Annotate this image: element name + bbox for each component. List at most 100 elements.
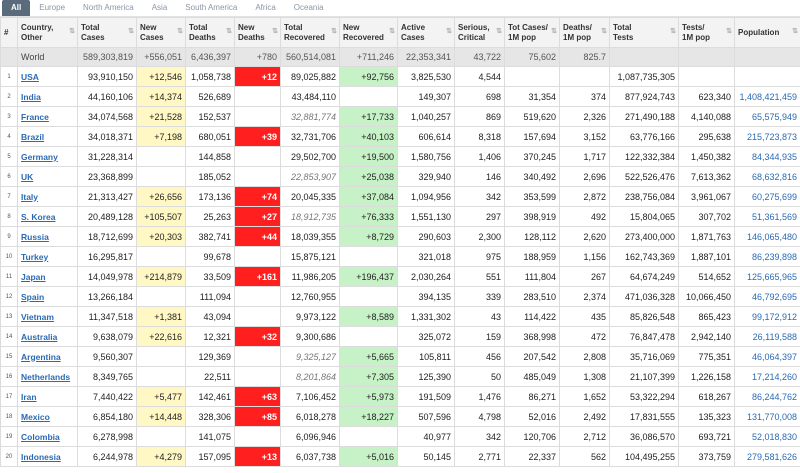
header-active-cases[interactable]: Active Cases ⇅ <box>397 17 455 48</box>
cell-total-cases: 589,303,819 <box>77 47 137 67</box>
cell-cases-per-1m: 22,337 <box>504 446 560 467</box>
sort-icon[interactable]: ⇅ <box>601 28 607 35</box>
country-link[interactable]: Australia <box>21 331 58 342</box>
country-link[interactable]: Japan <box>21 271 46 282</box>
tab-africa[interactable]: Africa <box>255 3 276 12</box>
sort-icon[interactable]: ⇅ <box>226 28 232 35</box>
cell-total-deaths: 111,094 <box>185 286 235 307</box>
header-deaths-per-1m[interactable]: Deaths/ 1M pop ⇅ <box>559 17 610 48</box>
cell-new-deaths: +12 <box>234 66 281 87</box>
header-total-tests[interactable]: Total Tests ⇅ <box>609 17 679 48</box>
header-tests-per-1m[interactable]: Tests/ 1M pop ⇅ <box>678 17 735 48</box>
cell-deaths-per-1m: 435 <box>559 306 610 327</box>
table-row: 11 Japan 14,049,978 +214,879 33,509 +161 11,98… <box>0 266 800 287</box>
country-link[interactable]: S. Korea <box>21 211 56 222</box>
tab-oceania[interactable]: Oceania <box>293 3 324 12</box>
header-label: Total Cases <box>81 22 105 42</box>
tab-north-america[interactable]: North America <box>83 3 134 12</box>
country-link[interactable]: Italy <box>21 191 39 202</box>
country-link[interactable]: Turkey <box>21 251 49 262</box>
cell-total-cases: 20,489,128 <box>77 206 137 227</box>
header-new-cases[interactable]: New Cases ⇅ <box>136 17 186 48</box>
cell-new-recovered: +7,305 <box>339 366 398 387</box>
sort-icon[interactable]: ⇅ <box>792 28 798 35</box>
cell-new-deaths <box>234 346 281 367</box>
country-link[interactable]: Colombia <box>21 431 60 442</box>
cell-country: Italy <box>17 186 78 207</box>
country-link[interactable]: UK <box>21 171 34 182</box>
cell-total-tests: 522,526,476 <box>609 166 679 187</box>
sort-icon[interactable]: ⇅ <box>726 28 732 35</box>
sort-icon[interactable]: ⇅ <box>670 28 676 35</box>
cell-country: Iran <box>17 386 78 407</box>
header-total-cases[interactable]: Total Cases ⇅ <box>77 17 137 48</box>
tab-south-america[interactable]: South America <box>185 3 238 12</box>
header-total-recovered[interactable]: Total Recovered ⇅ <box>280 17 340 48</box>
country-link[interactable]: Russia <box>21 231 49 242</box>
header-new-recovered[interactable]: New Recovered ⇅ <box>339 17 398 48</box>
cell-tests-per-1m: 618,267 <box>678 386 735 407</box>
cell-active-cases: 606,614 <box>397 126 455 147</box>
sort-icon[interactable]: ⇅ <box>69 28 75 35</box>
country-link[interactable]: Indonesia <box>21 451 61 462</box>
country-link[interactable]: Argentina <box>21 351 61 362</box>
country-link[interactable]: USA <box>21 71 39 82</box>
cell-deaths-per-1m: 492 <box>559 206 610 227</box>
cell-cases-per-1m: 86,271 <box>504 386 560 407</box>
cell-population: 215,723,873 <box>734 126 800 147</box>
cell-total-deaths: 152,537 <box>185 106 235 127</box>
cell-new-deaths <box>234 426 281 447</box>
sort-icon[interactable]: ⇅ <box>177 28 183 35</box>
header-serious-critical[interactable]: Serious, Critical ⇅ <box>454 17 505 48</box>
country-link[interactable]: Germany <box>21 151 58 162</box>
cell-total-tests: 273,400,000 <box>609 226 679 247</box>
country-link[interactable]: India <box>21 91 41 102</box>
country-link[interactable]: Netherlands <box>21 371 71 382</box>
sort-icon[interactable]: ⇅ <box>496 28 502 35</box>
table-row: 20 Indonesia 6,244,978 +4,279 157,095 +13 6,03… <box>0 446 800 467</box>
cell-total-cases: 9,638,079 <box>77 326 137 347</box>
cell-deaths-per-1m: 2,492 <box>559 406 610 427</box>
cell-deaths-per-1m: 1,717 <box>559 146 610 167</box>
table-row: 8 S. Korea 20,489,128 +105,507 25,263 +27 18,9… <box>0 206 800 227</box>
cell-new-recovered: +8,589 <box>339 306 398 327</box>
sort-icon[interactable]: ⇅ <box>551 28 557 35</box>
sort-icon[interactable]: ⇅ <box>331 28 337 35</box>
cell-total-deaths: 1,058,738 <box>185 66 235 87</box>
tab-europe[interactable]: Europe <box>39 3 66 12</box>
cell-deaths-per-1m: 2,712 <box>559 426 610 447</box>
country-link[interactable]: Vietnam <box>21 311 54 322</box>
sort-icon[interactable]: ⇅ <box>389 28 395 35</box>
cell-serious-critical: 2,771 <box>454 446 505 467</box>
country-link[interactable]: Mexico <box>21 411 50 422</box>
cell-serious-critical: 339 <box>454 286 505 307</box>
sort-icon[interactable]: ⇅ <box>446 28 452 35</box>
cell-country: Mexico <box>17 406 78 427</box>
tab-asia[interactable]: Asia <box>151 3 168 12</box>
country-link[interactable]: Iran <box>21 391 37 402</box>
cell-country: Colombia <box>17 426 78 447</box>
cell-country: Turkey <box>17 246 78 267</box>
header-country[interactable]: Country, Other ⇅ <box>17 17 78 48</box>
cell-tests-per-1m: 775,351 <box>678 346 735 367</box>
cell-total-cases: 11,347,518 <box>77 306 137 327</box>
sort-icon[interactable]: ⇅ <box>272 28 278 35</box>
cell-serious-critical: 456 <box>454 346 505 367</box>
country-link[interactable]: France <box>21 111 49 122</box>
cell-new-cases: +21,528 <box>136 106 186 127</box>
header-total-deaths[interactable]: Total Deaths ⇅ <box>185 17 235 48</box>
header-rank[interactable]: # <box>0 17 18 48</box>
cell-total-cases: 16,295,817 <box>77 246 137 267</box>
country-link[interactable]: Brazil <box>21 131 45 142</box>
header-new-deaths[interactable]: New Deaths ⇅ <box>234 17 281 48</box>
cell-new-cases: +1,381 <box>136 306 186 327</box>
header-population[interactable]: Population ⇅ <box>734 17 800 48</box>
cell-new-deaths <box>234 86 281 107</box>
tab-all[interactable]: All <box>2 0 31 16</box>
header-cases-per-1m[interactable]: Tot Cases/ 1M pop ⇅ <box>504 17 560 48</box>
sort-icon[interactable]: ⇅ <box>128 28 134 35</box>
cell-active-cases: 325,072 <box>397 326 455 347</box>
country-link[interactable]: Spain <box>21 291 45 302</box>
header-label: Total Tests <box>613 22 634 42</box>
table-row: 7 Italy 21,313,427 +26,656 173,136 +74 20,045,… <box>0 186 800 207</box>
